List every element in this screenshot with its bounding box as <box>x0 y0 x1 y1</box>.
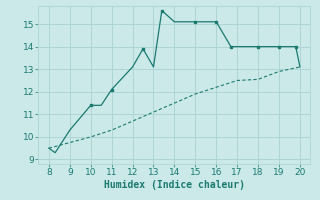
X-axis label: Humidex (Indice chaleur): Humidex (Indice chaleur) <box>104 180 245 190</box>
